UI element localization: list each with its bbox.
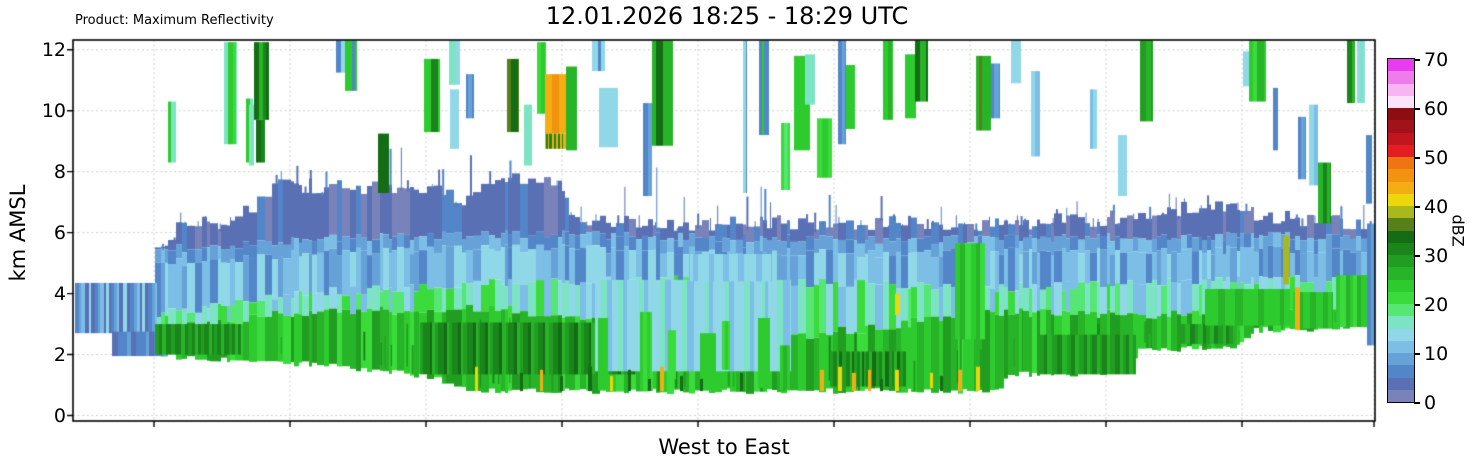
colorbar-seg-55dbz bbox=[1388, 120, 1414, 133]
product-label: Product: Maximum Reflectivity bbox=[75, 13, 274, 28]
chart-title: 12.01.2026 18:25 - 18:29 UTC bbox=[545, 2, 909, 30]
colorbar-tick-label-0: 0 bbox=[1424, 392, 1437, 414]
y-tick-label-12: 12 bbox=[41, 39, 66, 61]
colorbar-tick-label-40: 40 bbox=[1424, 196, 1449, 218]
colorbar-seg-35dbz bbox=[1388, 218, 1414, 231]
colorbar-tick-label-20: 20 bbox=[1424, 294, 1449, 316]
colorbar-seg-17.5dbz bbox=[1388, 304, 1414, 317]
y-tick-label-10: 10 bbox=[41, 100, 66, 122]
colorbar-seg-30dbz bbox=[1388, 242, 1414, 255]
colorbar-seg-52.5dbz bbox=[1388, 132, 1414, 145]
colorbar-seg-5dbz bbox=[1388, 365, 1414, 378]
colorbar-seg-27.5dbz bbox=[1388, 255, 1414, 268]
colorbar-tickmark-20 bbox=[1414, 304, 1420, 306]
colorbar-tickmark-50 bbox=[1414, 157, 1420, 159]
colorbar-tick-label-60: 60 bbox=[1424, 98, 1449, 120]
colorbar-seg-12.5dbz bbox=[1388, 328, 1414, 341]
colorbar-tick-label-10: 10 bbox=[1424, 343, 1449, 365]
colorbar-seg-65dbz bbox=[1388, 71, 1414, 84]
colorbar-seg-62.5dbz bbox=[1388, 83, 1414, 96]
colorbar-seg-7.5dbz bbox=[1388, 353, 1414, 366]
x-axis-label: West to East bbox=[658, 435, 790, 459]
colorbar-seg-20dbz bbox=[1388, 291, 1414, 304]
colorbar-tickmark-40 bbox=[1414, 206, 1420, 208]
y-tick-label-6: 6 bbox=[53, 222, 66, 244]
colorbar-seg-67.5dbz bbox=[1388, 59, 1414, 72]
colorbar-seg-45dbz bbox=[1388, 169, 1414, 182]
y-tick-label-8: 8 bbox=[53, 161, 66, 183]
colorbar-tick-label-50: 50 bbox=[1424, 147, 1449, 169]
colorbar-tickmark-70 bbox=[1414, 59, 1420, 61]
colorbar-tickmark-0 bbox=[1414, 402, 1420, 404]
colorbar-tickmark-60 bbox=[1414, 108, 1420, 110]
colorbar-seg-22.5dbz bbox=[1388, 279, 1414, 292]
colorbar-seg-47.5dbz bbox=[1388, 157, 1414, 170]
colorbar-tick-label-70: 70 bbox=[1424, 49, 1449, 71]
colorbar-tickmark-30 bbox=[1414, 255, 1420, 257]
y-tick-label-0: 0 bbox=[53, 405, 66, 427]
colorbar-unit-label: dBZ bbox=[1448, 214, 1468, 247]
colorbar-seg-25dbz bbox=[1388, 267, 1414, 280]
colorbar-seg-15dbz bbox=[1388, 316, 1414, 329]
colorbar-seg-10dbz bbox=[1388, 340, 1414, 353]
colorbar-tick-label-30: 30 bbox=[1424, 245, 1449, 267]
colorbar-tickmark-10 bbox=[1414, 353, 1420, 355]
colorbar-seg-60dbz bbox=[1388, 95, 1414, 108]
y-tick-label-4: 4 bbox=[53, 283, 66, 305]
colorbar-seg-42.5dbz bbox=[1388, 181, 1414, 194]
colorbar-seg-50dbz bbox=[1388, 144, 1414, 157]
colorbar-seg-37.5dbz bbox=[1388, 206, 1414, 219]
colorbar-seg-0dbz bbox=[1388, 389, 1414, 402]
colorbar-seg-57.5dbz bbox=[1388, 108, 1414, 121]
colorbar-seg-32.5dbz bbox=[1388, 230, 1414, 243]
colorbar bbox=[1387, 58, 1415, 403]
y-tick-label-2: 2 bbox=[53, 344, 66, 366]
colorbar-seg-40dbz bbox=[1388, 193, 1414, 206]
colorbar-seg-2.5dbz bbox=[1388, 377, 1414, 390]
